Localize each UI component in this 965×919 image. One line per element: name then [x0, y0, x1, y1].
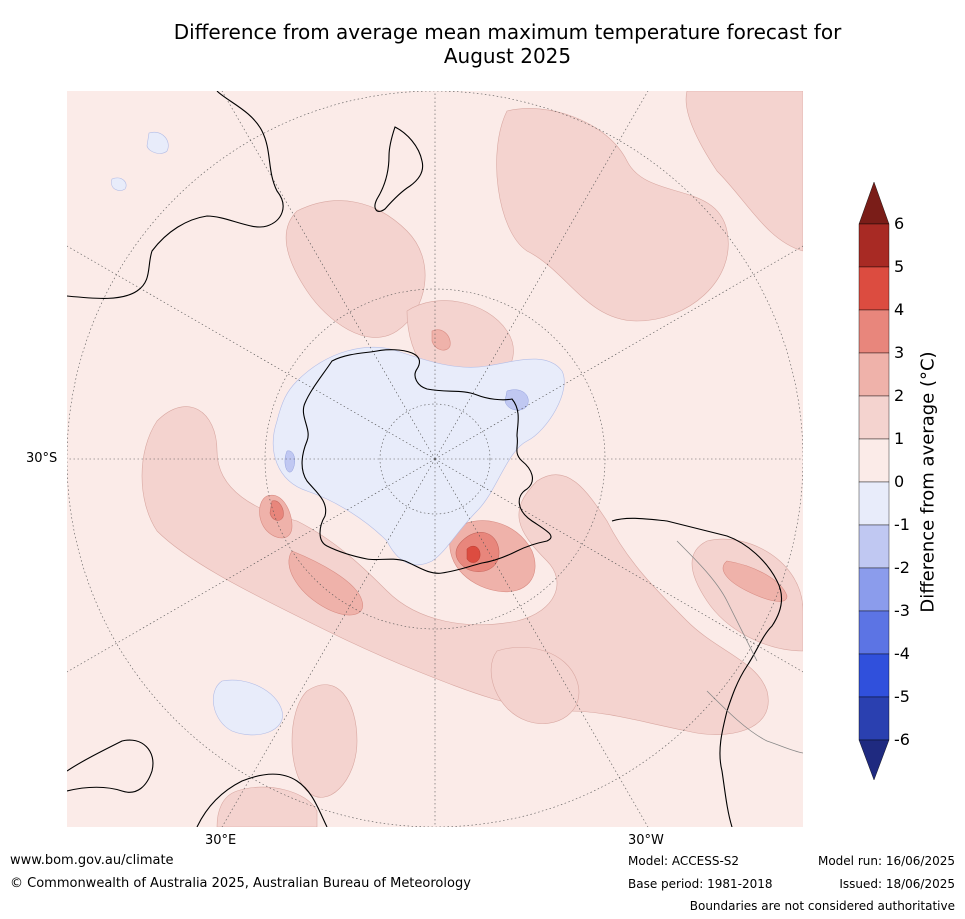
colorbar-tick-label: 2	[894, 386, 905, 405]
colorbar-title: Difference from average (°C)	[917, 351, 939, 613]
australia-coast	[611, 517, 783, 827]
anomaly-1-2	[141, 91, 803, 827]
colorbar-bin	[858, 653, 890, 698]
colorbar-bin	[858, 610, 890, 655]
coastlines	[67, 91, 783, 827]
title-line-2: August 2025	[443, 44, 572, 68]
colorbar-bin	[858, 182, 890, 225]
colorbar-tick-label: 3	[894, 343, 905, 362]
colorbar-tick-label: -5	[894, 687, 910, 706]
antarctica-coast	[301, 349, 552, 574]
colorbar-tick-label: 1	[894, 429, 905, 448]
boundaries	[676, 540, 803, 754]
colorbar-tick-label: 4	[894, 300, 905, 319]
south-america-coast	[67, 91, 284, 299]
colorbar-bin	[858, 266, 890, 311]
colorbar-bin	[858, 438, 890, 483]
colorbar-bin	[858, 223, 890, 268]
colorbar-tick-label: -6	[894, 730, 910, 749]
footer-base-period: Base period: 1981-2018	[628, 877, 773, 891]
colorbar-tick-label: -4	[894, 644, 910, 663]
footer-url[interactable]: www.bom.gov.au/climate	[10, 853, 174, 868]
colorbar-bin	[858, 309, 890, 354]
anomaly-minus-1-0	[111, 131, 565, 736]
map-title: Difference from average mean maximum tem…	[60, 20, 955, 68]
colorbar-bin	[858, 481, 890, 526]
footer-model: Model: ACCESS-S2	[628, 854, 740, 868]
colorbar-tick-label: 0	[894, 472, 905, 491]
title-line-1: Difference from average mean maximum tem…	[173, 20, 842, 44]
colorbar-bin	[858, 395, 890, 440]
colorbar-tick-label: 6	[894, 214, 905, 233]
anomaly-minus-2-1	[284, 389, 529, 473]
footer-issued: Issued: 18/06/2025	[839, 877, 955, 891]
africa-coast	[67, 739, 154, 793]
graticule	[67, 91, 803, 827]
colorbar-tick-label: 5	[894, 257, 905, 276]
polar-map	[67, 91, 803, 827]
colorbar-bin	[858, 352, 890, 397]
anomaly-4-5	[466, 545, 481, 563]
colorbar-bin	[858, 696, 890, 741]
lat-label-30s: 30°S	[26, 451, 58, 466]
footer-disclaimer: Boundaries are not considered authoritat…	[689, 899, 955, 913]
lon-label-30e: 30°E	[205, 833, 237, 848]
colorbar-tick-label: -1	[894, 515, 910, 534]
colorbar-bin	[858, 567, 890, 612]
colorbar-tick-label: -2	[894, 558, 910, 577]
colorbar	[858, 182, 890, 781]
colorbar-bin	[858, 524, 890, 569]
colorbar-bins	[858, 182, 890, 781]
colorbar-tick-label: -3	[894, 601, 910, 620]
lon-label-30w: 30°W	[628, 833, 664, 848]
new-zealand-coast	[374, 126, 424, 212]
footer-model-run: Model run: 16/06/2025	[817, 854, 955, 868]
footer-copyright: © Commonwealth of Australia 2025, Austra…	[10, 876, 471, 891]
colorbar-bin	[858, 739, 890, 781]
